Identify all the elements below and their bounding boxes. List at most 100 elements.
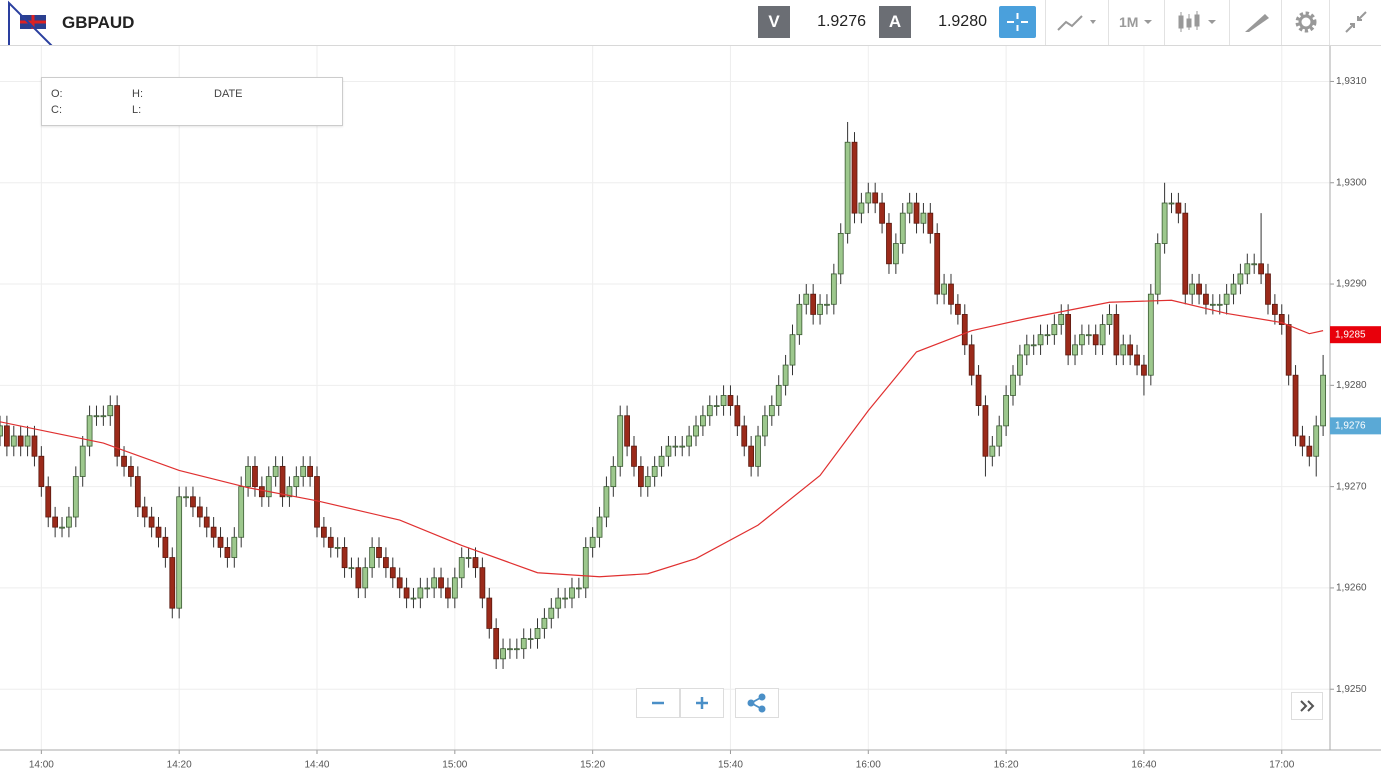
candle-body [727, 395, 734, 406]
candle-body [1175, 202, 1182, 214]
candle-body [1099, 324, 1106, 346]
share-icon [747, 693, 766, 713]
candle-body [638, 465, 644, 488]
candle-body [52, 516, 59, 528]
candle-body [693, 425, 699, 437]
y-tick-label: 1,9280 [1336, 380, 1367, 391]
candle-body [238, 486, 245, 538]
candle-body [872, 192, 879, 204]
candle-body [1085, 334, 1092, 337]
zoom-in-button[interactable] [680, 688, 724, 718]
y-tick-label: 1,9270 [1336, 481, 1367, 492]
drawing-button[interactable] [1237, 0, 1277, 45]
crosshair-button[interactable] [999, 6, 1036, 38]
crosshair-icon [1007, 13, 1028, 31]
zoom-out-button[interactable] [636, 688, 680, 718]
double-arrow-icon [1300, 700, 1315, 712]
candle-body [1244, 263, 1251, 275]
candle-body [782, 364, 789, 386]
candle-body [631, 445, 637, 467]
candle-body [1141, 364, 1147, 376]
candle-body [679, 445, 686, 448]
bid-button[interactable]: V [758, 6, 790, 38]
candle-body [1230, 283, 1237, 295]
candle-body [934, 232, 941, 295]
candle-body [1147, 293, 1154, 376]
candle-body [941, 283, 947, 295]
candle-body [493, 628, 500, 660]
candle-body [1003, 395, 1009, 427]
candle-body [203, 516, 210, 528]
candle-body [596, 516, 603, 538]
candle-body [107, 405, 114, 417]
separator [1229, 0, 1230, 45]
candle-body [562, 597, 568, 600]
candle-body [1037, 334, 1044, 346]
candle-body [830, 273, 837, 305]
candle-body [906, 202, 913, 214]
candle-body [45, 486, 52, 518]
candle-body [114, 405, 121, 457]
plus-icon [696, 697, 708, 709]
candle-body [79, 445, 86, 477]
candle-body [1223, 293, 1230, 305]
chart-type-button[interactable] [1052, 0, 1102, 45]
candle-body [1196, 283, 1202, 295]
candle-body [982, 405, 989, 457]
candle-body [1161, 202, 1168, 244]
candle-body [858, 202, 865, 214]
ask-button[interactable]: A [879, 6, 911, 38]
y-tick-label: 1,9260 [1336, 583, 1367, 594]
candle-body [520, 638, 527, 650]
x-tick-label: 15:00 [442, 760, 467, 771]
candle-body [479, 567, 486, 599]
triangle-outline [8, 0, 53, 45]
settings-button[interactable] [1286, 0, 1326, 45]
candle-body [748, 445, 755, 467]
candle-body [789, 334, 796, 366]
candle-body [1072, 344, 1078, 356]
candle-type-button[interactable] [1170, 0, 1230, 45]
candle-body [968, 344, 975, 376]
candle-body [734, 405, 741, 427]
candle-body [886, 222, 892, 265]
candle-body [1251, 263, 1258, 266]
date-label: DATE [214, 88, 243, 100]
candle-body [486, 597, 493, 629]
candle-body [355, 567, 362, 589]
candle-body [1292, 374, 1299, 437]
candle-body [513, 648, 520, 651]
candle-body [720, 395, 727, 406]
candle-body [341, 547, 348, 569]
x-tick-label: 14:20 [167, 760, 192, 771]
candle-body [362, 567, 369, 589]
share-button[interactable] [735, 688, 779, 718]
candle-body [975, 374, 982, 406]
candle-body [376, 547, 382, 558]
x-tick-label: 14:00 [29, 760, 54, 771]
candle-body [327, 536, 334, 548]
candle-body [1058, 314, 1065, 325]
candle-body [1203, 293, 1209, 305]
candle-body [989, 445, 996, 457]
candle-body [1216, 303, 1223, 306]
scroll-end-button[interactable] [1291, 692, 1323, 720]
candle-body [706, 405, 713, 417]
collapse-button[interactable] [1336, 0, 1376, 45]
candle-body [438, 577, 444, 589]
candle-body [4, 425, 10, 447]
candle-body [775, 384, 782, 406]
candle-body [72, 476, 79, 518]
timeframe-button[interactable]: 1M [1119, 14, 1139, 30]
candle-body [128, 465, 134, 477]
candle-body [507, 648, 513, 651]
candle-body [224, 547, 231, 558]
candle-body [217, 536, 224, 548]
candle-body [879, 202, 885, 224]
symbol-icon [8, 0, 53, 45]
candle-body [176, 496, 183, 609]
candle-body [383, 557, 389, 569]
candle-body [713, 405, 720, 407]
